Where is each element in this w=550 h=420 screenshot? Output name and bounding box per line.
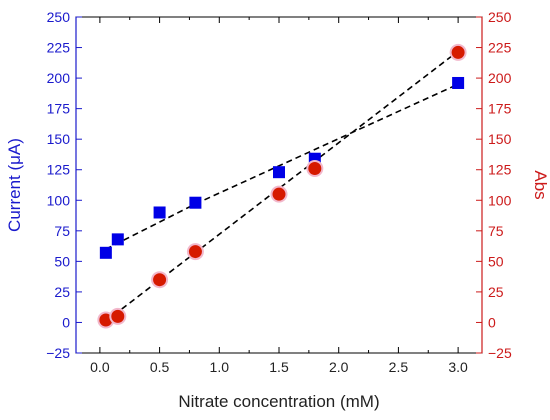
right-y-tick-label: 125 xyxy=(488,162,512,178)
x-tick-label: 0.0 xyxy=(90,359,110,375)
current-data-point xyxy=(99,246,112,259)
left-y-axis-title: Current (μA) xyxy=(5,138,24,232)
right-y-tick-label: 225 xyxy=(488,40,512,56)
left-y-tick-label: 100 xyxy=(47,192,71,208)
x-tick-label: 3.0 xyxy=(448,359,468,375)
right-y-axis-title: Abs xyxy=(531,170,550,199)
right-y-tick-label: −25 xyxy=(488,345,512,361)
marker-layer xyxy=(97,43,467,329)
current-data-point xyxy=(111,233,124,246)
right-y-tick-label: 200 xyxy=(488,70,512,86)
left-y-tick-label: 150 xyxy=(47,131,71,147)
right-y-tick-label: 175 xyxy=(488,101,512,117)
right-y-tick-label: 25 xyxy=(488,284,504,300)
left-y-tick-label: 225 xyxy=(47,40,71,56)
left-y-tick-label: 125 xyxy=(47,162,71,178)
right-y-tick-label: 100 xyxy=(488,192,512,208)
current-data-point xyxy=(452,76,465,89)
left-y-tick-label: 75 xyxy=(54,223,70,239)
right-y-tick-label: 75 xyxy=(488,223,504,239)
abs-data-point xyxy=(111,309,125,323)
right-y-tick-label: 0 xyxy=(488,314,496,330)
left-y-tick-label: 175 xyxy=(47,101,71,117)
x-tick-label: 2.5 xyxy=(389,359,409,375)
left-y-tick-label: 200 xyxy=(47,70,71,86)
abs-data-point xyxy=(188,245,202,259)
current-data-point xyxy=(189,196,202,209)
abs-data-point xyxy=(272,187,286,201)
current-fit-line xyxy=(195,83,459,205)
right-y-tick-label: 250 xyxy=(488,9,512,25)
current-fit-line xyxy=(105,203,196,250)
right-y-tick-label: 150 xyxy=(488,131,512,147)
current-data-point xyxy=(273,166,285,179)
x-axis-title: Nitrate concentration (mM) xyxy=(178,392,379,411)
left-y-tick-label: 50 xyxy=(54,253,70,269)
x-tick-label: 2.0 xyxy=(329,359,349,375)
left-y-tick-label: 250 xyxy=(47,9,71,25)
x-tick-label: 0.5 xyxy=(150,359,170,375)
tick-layer: 0.0 0.5 1.0 1.5 2.0 2.5 3.0 −25 −25 0 0 25 25 50 50 75 7… xyxy=(46,9,512,375)
left-y-tick-label: 0 xyxy=(62,314,70,330)
left-y-tick-label: 25 xyxy=(54,284,70,300)
x-tick-label: 1.5 xyxy=(269,359,289,375)
abs-data-point xyxy=(308,162,322,176)
abs-data-point xyxy=(451,45,465,59)
plot-frame xyxy=(75,16,483,354)
abs-data-point xyxy=(153,273,167,287)
abs-data-point xyxy=(99,313,113,327)
current-data-point xyxy=(153,206,166,219)
left-y-tick-label: −25 xyxy=(46,345,70,361)
right-y-tick-label: 50 xyxy=(488,253,504,269)
x-tick-label: 1.0 xyxy=(210,359,230,375)
